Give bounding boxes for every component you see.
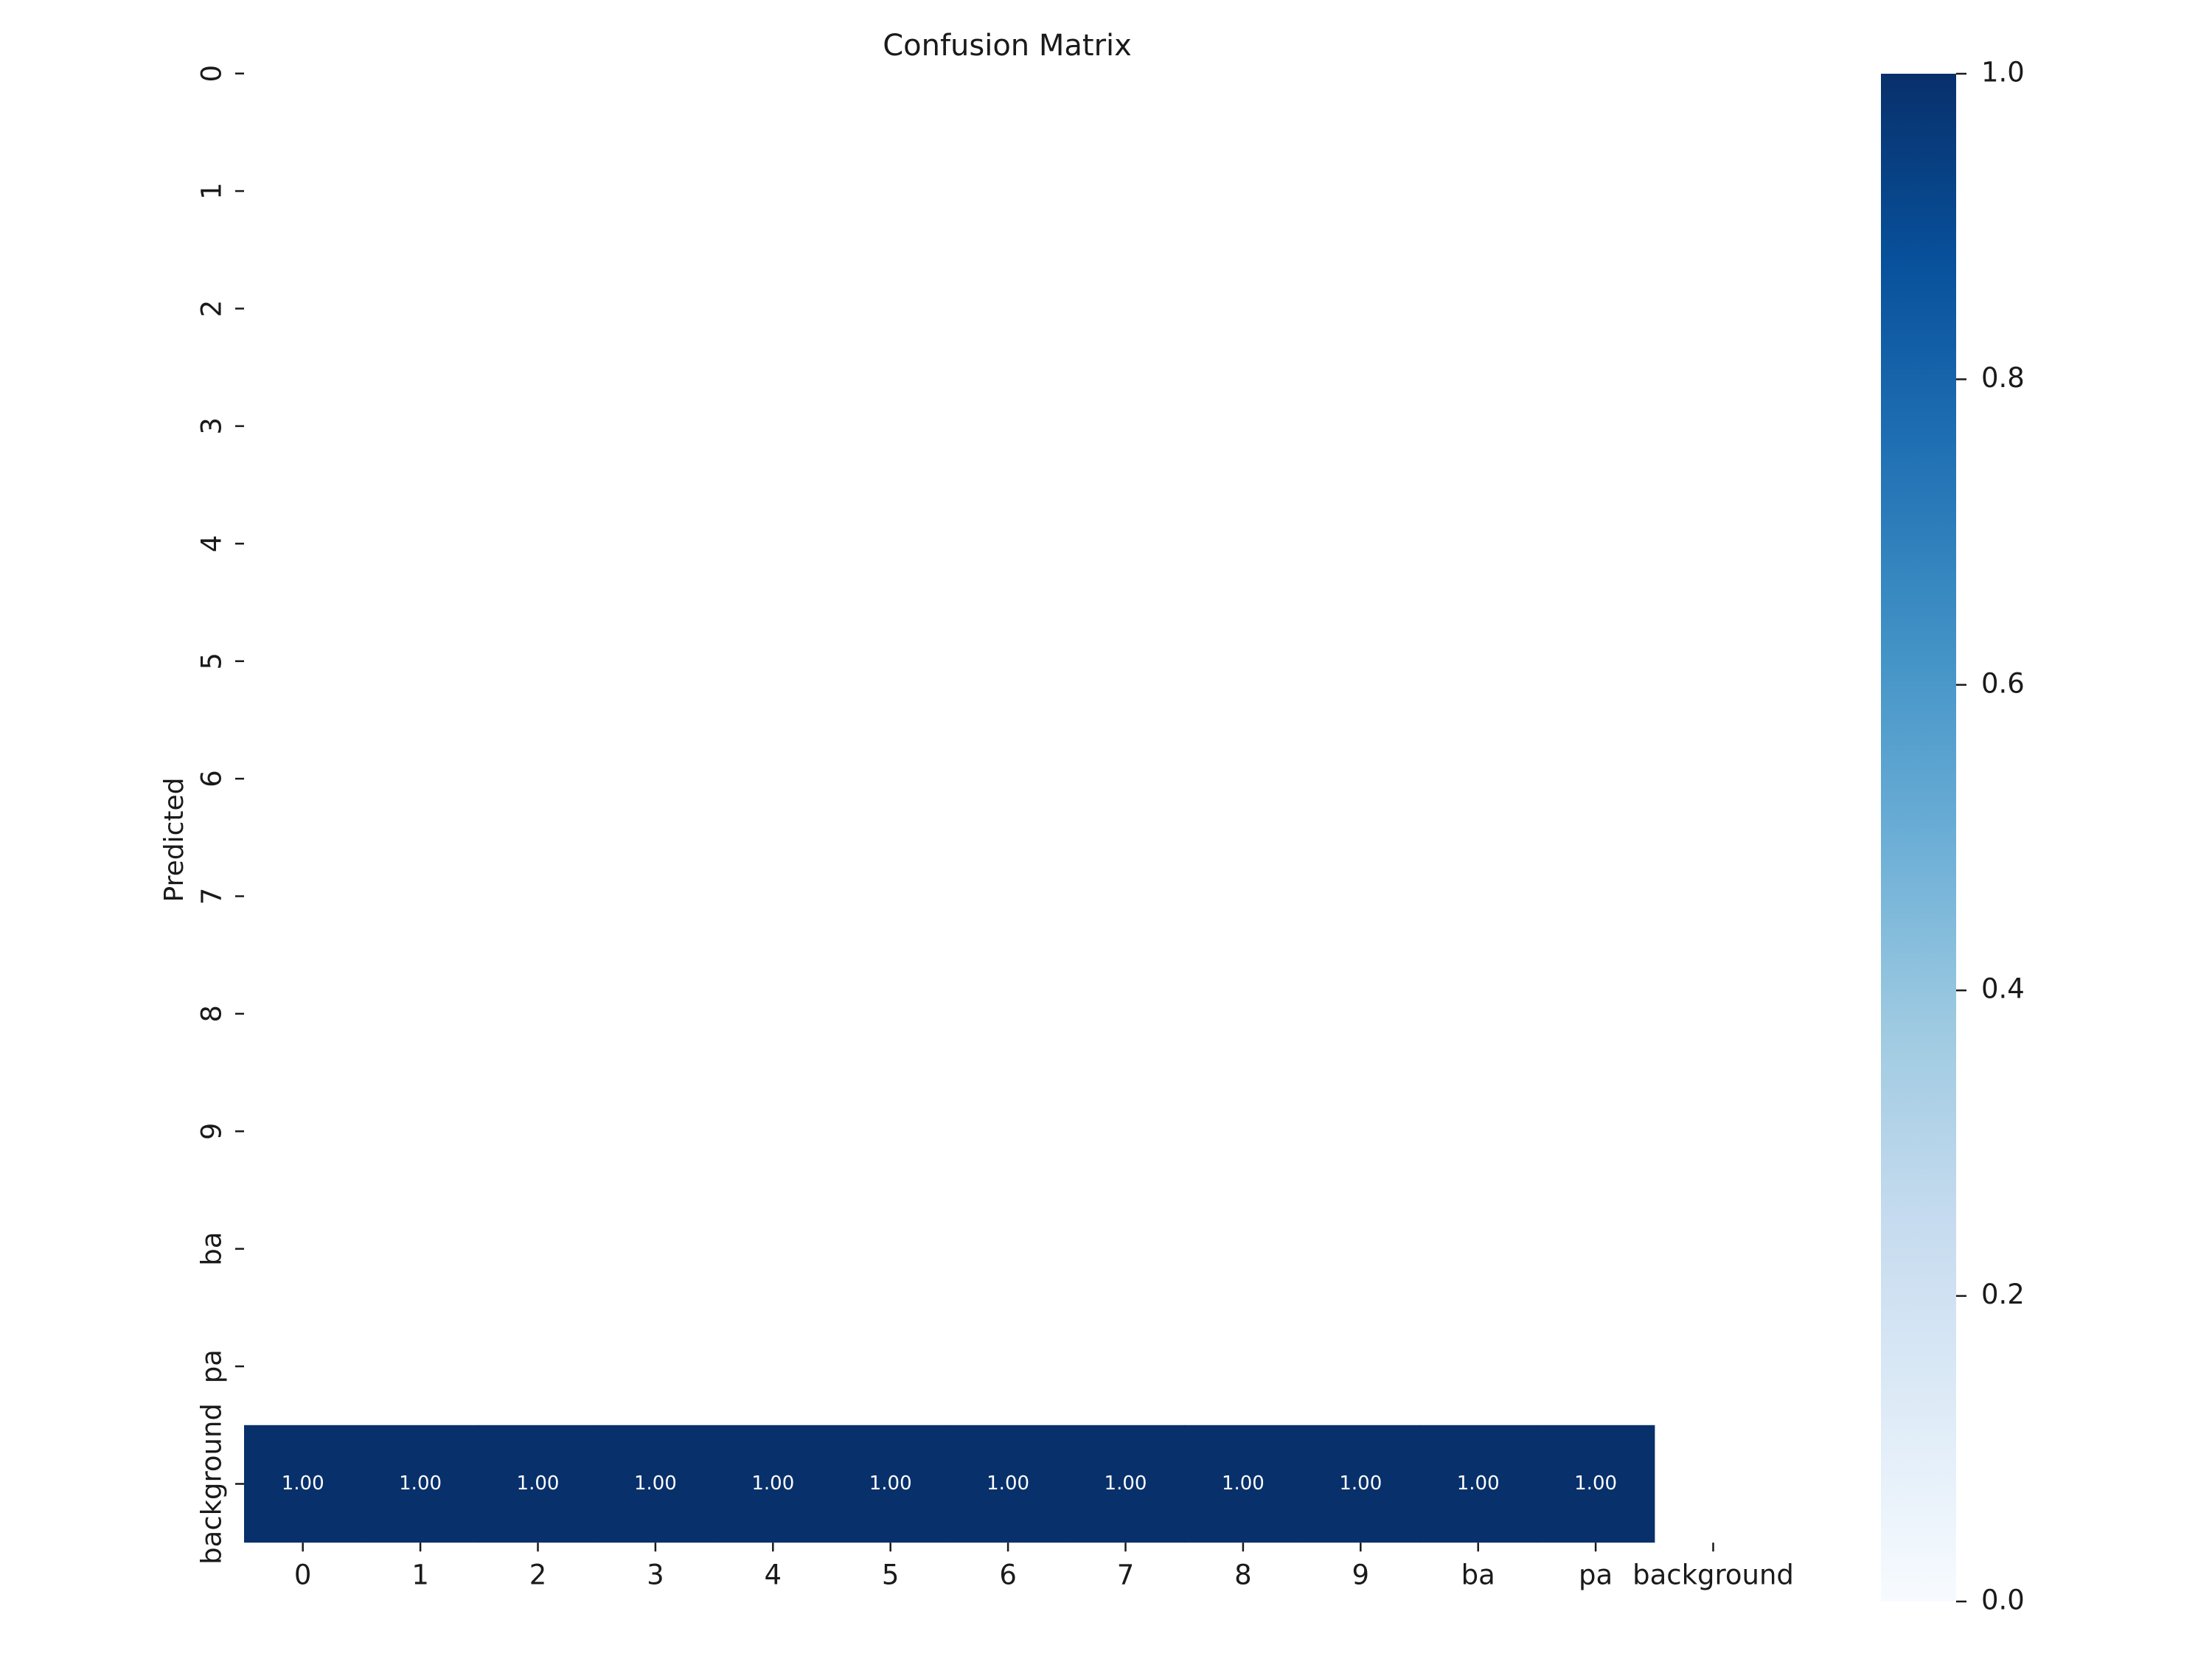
x-tick-label: 5 [882,1559,900,1591]
x-tick-label: background [1632,1559,1794,1591]
colorbar-tick-label: 0.0 [1981,1585,2025,1616]
chart-title: Confusion Matrix [883,29,1132,63]
y-tick-label: background [196,1403,228,1565]
y-tick-label: 5 [196,653,228,670]
cell-value-label: 1.00 [282,1472,324,1495]
y-tick-label: 8 [196,1005,228,1023]
y-axis-ticks: 0 1 2 3 4 5 6 7 8 9 ba pa background [196,65,244,1565]
x-tick-label: 7 [1117,1559,1135,1591]
colorbar-tick-label: 0.6 [1981,667,2025,699]
heatmap-cell [1537,1425,1655,1543]
y-tick-label: ba [196,1232,228,1266]
cell-value-label: 1.00 [399,1472,442,1495]
cell-value-label: 1.00 [869,1472,912,1495]
x-tick-label: 0 [294,1559,312,1591]
heatmap-cell [949,1425,1068,1543]
cell-value-label: 1.00 [1457,1472,1500,1495]
y-tick-label: 2 [196,300,228,318]
heatmap-cell [244,1425,362,1543]
heatmap-cell [597,1425,715,1543]
heatmap-cell [361,1425,480,1543]
x-tick-label: 9 [1352,1559,1370,1591]
x-tick-label: 6 [999,1559,1017,1591]
cell-value-label: 1.00 [751,1472,794,1495]
x-tick-label: 3 [647,1559,664,1591]
colorbar [1881,74,1956,1601]
heatmap-cell [479,1425,597,1543]
heatmap-cell [1066,1425,1185,1543]
y-tick-label: 1 [196,182,228,200]
heatmap-cell [1419,1425,1537,1543]
colorbar-tick-label: 0.4 [1981,973,2025,1005]
x-tick-label: 2 [529,1559,547,1591]
y-axis-label: Predicted [159,778,189,902]
colorbar-tick-label: 1.0 [1981,57,2025,88]
colorbar-tick-label: 0.2 [1981,1279,2025,1310]
y-tick-label: 4 [196,535,228,553]
heatmap-cell [1184,1425,1303,1543]
heatmap-cells: 1.00 1.00 1.00 1.00 1.00 1.00 1.00 1.00 1.00 1.00… [244,1425,1655,1543]
x-tick-label: ba [1461,1559,1495,1591]
y-tick-label: 3 [196,417,228,435]
x-tick-label: pa [1579,1559,1613,1591]
heatmap-cell [832,1425,950,1543]
x-tick-label: 8 [1234,1559,1252,1591]
cell-value-label: 1.00 [634,1472,677,1495]
y-tick-label: 9 [196,1123,228,1141]
y-tick-label: 0 [196,65,228,83]
heatmap-cell [1301,1425,1420,1543]
heatmap-cell [714,1425,832,1543]
cell-value-label: 1.00 [1105,1472,1147,1495]
x-axis-ticks: 0 1 2 3 4 5 6 7 8 9 ba pa background [294,1543,1794,1591]
y-tick-label: 6 [196,770,228,787]
colorbar-ticks: 0.0 0.2 0.4 0.6 0.8 1.0 [1956,57,2025,1616]
x-tick-label: 4 [765,1559,782,1591]
cell-value-label: 1.00 [987,1472,1029,1495]
cell-value-label: 1.00 [1222,1472,1265,1495]
x-tick-label: 1 [411,1559,429,1591]
cell-value-label: 1.00 [1574,1472,1617,1495]
cell-value-label: 1.00 [517,1472,560,1495]
colorbar-tick-label: 0.8 [1981,362,2025,394]
y-tick-label: 7 [196,888,228,905]
cell-value-label: 1.00 [1339,1472,1382,1495]
y-tick-label: pa [196,1349,228,1383]
